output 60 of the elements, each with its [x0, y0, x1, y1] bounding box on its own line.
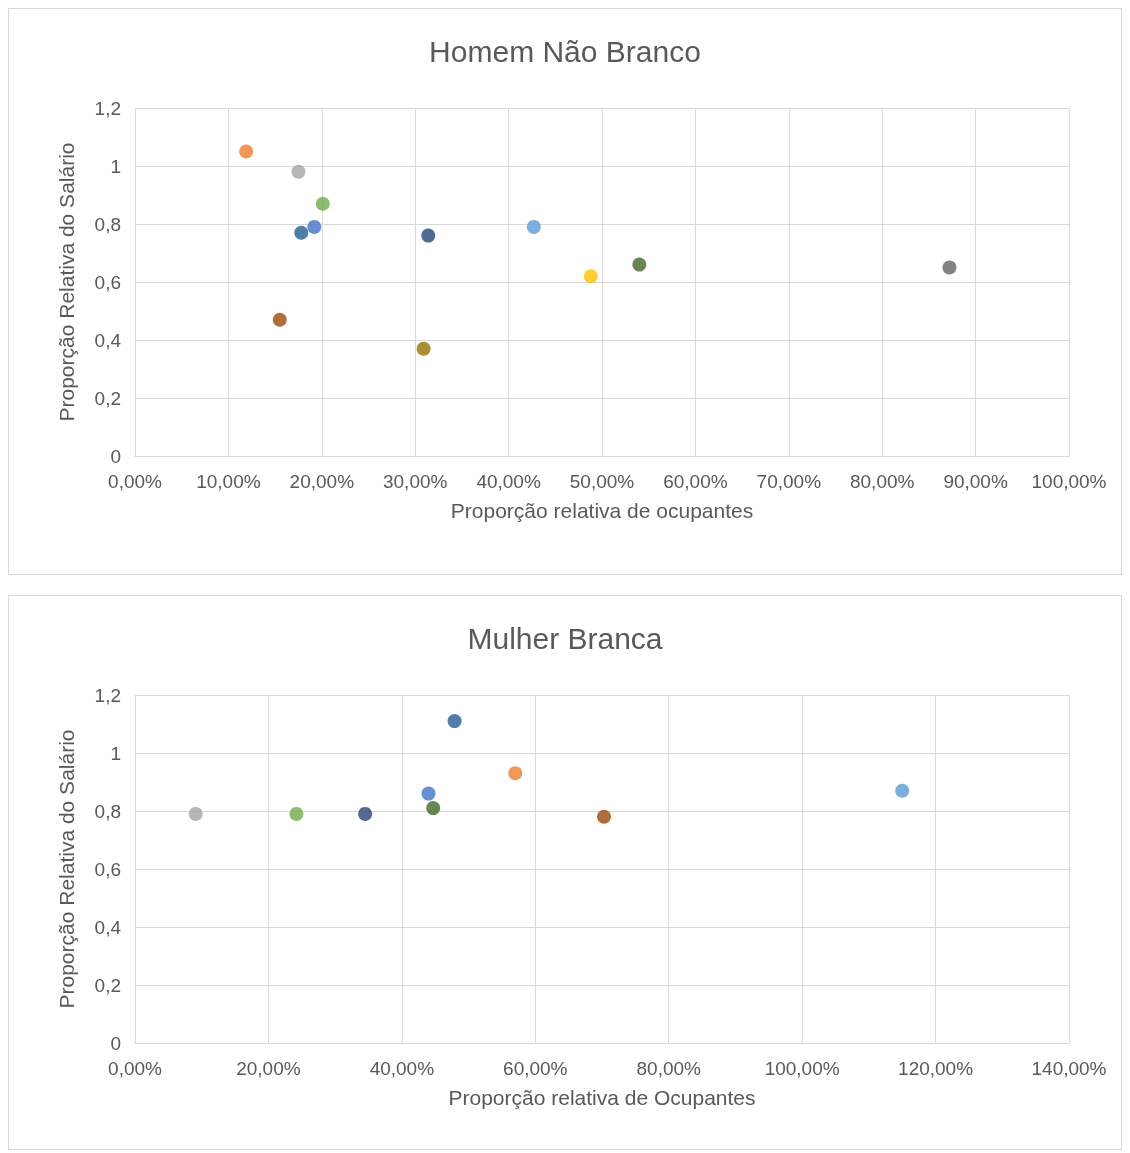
y-tick-label: 0,4: [94, 916, 122, 938]
y-tick-label: 0: [110, 1032, 121, 1054]
y-tick-label: 0,8: [94, 213, 121, 235]
point: [421, 786, 436, 801]
x-axis-title: Proporção relativa de Ocupantes: [448, 1086, 756, 1109]
x-tick-label: 80,00%: [849, 471, 915, 492]
point: [358, 806, 373, 821]
x-tick-label: 100,00%: [764, 1058, 840, 1079]
point: [272, 312, 287, 327]
x-tick-label: 0,00%: [108, 471, 163, 492]
point: [632, 257, 647, 272]
chart-title: Homem Não Branco: [429, 34, 701, 68]
point: [307, 219, 322, 234]
y-tick-label: 0,8: [94, 800, 121, 822]
y-tick-label: 0,6: [94, 858, 121, 880]
y-tick-label: 0: [110, 445, 121, 467]
x-tick-label: 10,00%: [196, 471, 261, 492]
x-tick-label: 140,00%: [1031, 1058, 1107, 1079]
x-tick-label: 90,00%: [943, 471, 1008, 492]
point: [416, 341, 431, 356]
x-tick-label: 30,00%: [382, 471, 448, 492]
y-axis-title: Proporção Relativa do Salário: [55, 142, 78, 422]
x-tick-label: 60,00%: [503, 1058, 568, 1079]
x-tick-label: 70,00%: [756, 471, 822, 492]
y-tick-label: 1,2: [94, 684, 121, 706]
point: [942, 260, 957, 275]
point: [526, 219, 541, 234]
y-tick-label: 0,6: [94, 271, 121, 293]
point: [315, 196, 330, 211]
chart-title: Mulher Branca: [467, 621, 663, 655]
y-tick-label: 1: [110, 742, 121, 764]
y-tick-label: 0,2: [94, 387, 121, 409]
x-tick-label: 20,00%: [236, 1058, 301, 1079]
y-tick-label: 1,2: [94, 97, 121, 119]
y-tick-label: 0,2: [94, 974, 121, 996]
x-tick-label: 100,00%: [1031, 471, 1107, 492]
point: [508, 766, 523, 781]
point: [188, 806, 203, 821]
x-tick-label: 40,00%: [476, 471, 541, 492]
point: [239, 144, 254, 159]
point: [421, 228, 436, 243]
point: [294, 225, 309, 240]
y-tick-label: 0,4: [94, 329, 122, 351]
point: [447, 714, 462, 729]
point: [291, 164, 306, 179]
x-tick-label: 20,00%: [289, 471, 355, 492]
x-tick-label: 50,00%: [569, 471, 635, 492]
point: [426, 801, 441, 816]
point: [583, 269, 598, 284]
y-axis-title: Proporção Relativa do Salário: [55, 729, 78, 1009]
y-tick-label: 1: [110, 155, 121, 177]
x-axis-title: Proporção relativa de ocupantes: [450, 499, 754, 522]
point: [895, 783, 910, 798]
x-tick-label: 40,00%: [369, 1058, 435, 1079]
point: [597, 809, 611, 824]
point: [289, 806, 304, 821]
x-tick-label: 120,00%: [898, 1058, 974, 1079]
x-tick-label: 0,00%: [108, 1058, 163, 1079]
x-tick-label: 80,00%: [636, 1058, 702, 1079]
x-tick-label: 60,00%: [663, 471, 728, 492]
